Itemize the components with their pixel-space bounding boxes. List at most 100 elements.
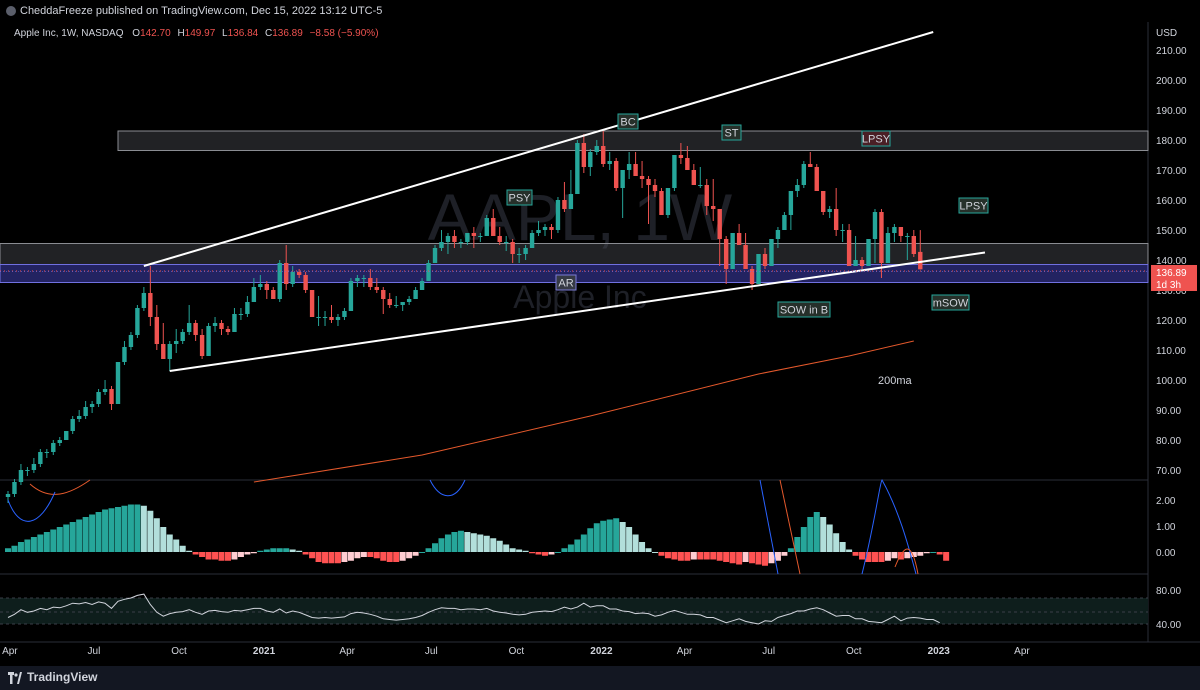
hist-bar-42 <box>276 548 283 552</box>
candle-body-44 <box>290 272 295 284</box>
legend-change: −8.58 (−5.90%) <box>310 28 379 39</box>
annotation-st-label: ST <box>724 128 738 140</box>
candle-body-130 <box>846 230 852 266</box>
hist-bar-10 <box>69 522 76 552</box>
candle-body-112 <box>730 233 735 269</box>
hist-bar-19 <box>127 504 134 552</box>
hist-bar-131 <box>852 552 859 556</box>
rsi-line <box>7 593 940 625</box>
annotation-sow-in-b[interactable]: SOW in B <box>777 301 831 318</box>
candle-body-28 <box>186 323 192 332</box>
candle-body-49 <box>322 317 328 318</box>
hist-bar-95 <box>619 522 626 552</box>
candle-body-83 <box>542 227 548 230</box>
hist-bar-129 <box>839 542 846 552</box>
hist-bar-72 <box>470 533 477 552</box>
hist-bar-51 <box>334 552 341 564</box>
hist-bar-130 <box>846 549 853 552</box>
candle-body-23 <box>154 317 160 344</box>
trendline-layer[interactable] <box>143 31 986 372</box>
candle-body-90 <box>588 152 593 167</box>
hist-bar-78 <box>509 548 516 552</box>
hist-bar-68 <box>444 534 451 552</box>
candle-body-114 <box>743 245 748 269</box>
candle-body-72 <box>471 233 477 236</box>
hist-bar-13 <box>89 514 96 552</box>
price-tick-14: 70.00 <box>1156 466 1181 477</box>
candle-body-61 <box>400 302 405 305</box>
price-axis[interactable]: 210.00 200.00 190.00 180.00 170.00 160.00 150.… <box>1156 46 1187 477</box>
candle-body-11 <box>76 416 82 419</box>
tradingview-logo-icon[interactable] <box>8 672 22 684</box>
candle-body-40 <box>264 284 269 290</box>
hist-bar-46 <box>302 552 309 555</box>
price-chart[interactable]: AAPL, 1W Apple Inc BC ST LPSY PSY LPSY <box>0 22 1200 666</box>
price-tick-12: 90.00 <box>1156 406 1181 417</box>
annotation-bc[interactable]: BC <box>617 113 639 130</box>
hist-bar-54 <box>354 552 361 559</box>
candle-body-10 <box>70 419 75 431</box>
time-axis[interactable]: Apr Jul Oct 2021 Apr Jul Oct 2022 Apr Jul Oct 2023 A… <box>2 646 1030 657</box>
annotation-st[interactable]: ST <box>721 124 742 141</box>
candle-body-128 <box>833 209 839 230</box>
candle-body-73 <box>478 236 483 237</box>
candle-body-100 <box>652 185 658 191</box>
annotation-lpsy-top-label: LPSY <box>862 134 891 146</box>
candle-body-18 <box>122 347 127 362</box>
hist-bar-24 <box>160 527 167 552</box>
hist-bar-123 <box>800 527 807 552</box>
candle-body-78 <box>510 242 515 254</box>
oscillator-2-axis[interactable]: 80.00 40.00 <box>1156 586 1181 631</box>
candle-body-76 <box>497 236 502 242</box>
price-tick-9: 120.00 <box>1156 316 1187 327</box>
hist-bar-102 <box>664 552 671 559</box>
hist-bar-93 <box>606 519 613 552</box>
hist-bar-11 <box>76 519 83 552</box>
candle-body-46 <box>303 275 308 290</box>
hist-bar-61 <box>399 552 406 561</box>
oscillator-1-axis[interactable]: 2.00 1.00 0.00 <box>1156 496 1176 559</box>
hist-bar-127 <box>826 524 833 552</box>
hist-bar-121 <box>787 548 794 552</box>
hist-bar-29 <box>192 552 199 555</box>
candle-body-95 <box>620 170 625 188</box>
candle-body-53 <box>348 281 354 311</box>
candle-body-26 <box>174 341 179 344</box>
candle-body-9 <box>64 431 69 440</box>
candle-body-91 <box>594 146 599 152</box>
hist-bar-138 <box>897 552 904 560</box>
candle-body-103 <box>672 155 677 188</box>
annotation-lpsy-top[interactable]: LPSY <box>861 130 891 147</box>
candle-body-101 <box>659 191 664 215</box>
hist-bar-39 <box>257 550 264 552</box>
hist-bar-26 <box>173 539 180 552</box>
annotation-ar[interactable]: AR <box>555 274 577 291</box>
hist-bar-74 <box>483 535 490 552</box>
annotation-msow[interactable]: mSOW <box>931 294 970 311</box>
candle-body-14 <box>96 392 101 404</box>
legend-symbol: Apple Inc, 1W, NASDAQ <box>14 28 124 39</box>
candle-body-54 <box>355 278 360 281</box>
time-label-12: Apr <box>1014 646 1030 657</box>
legend[interactable]: Apple Inc, 1W, NASDAQ O142.70 H149.97 L1… <box>14 28 379 39</box>
signal-line-1 <box>29 479 91 495</box>
annotation-psy[interactable]: PSY <box>506 189 533 206</box>
hist-bar-2 <box>17 542 24 552</box>
signal-line-2 <box>779 479 801 575</box>
candle-body-48 <box>316 317 321 318</box>
candle-body-58 <box>381 290 386 299</box>
hist-bar-0 <box>5 548 11 552</box>
candle-body-141 <box>918 251 923 270</box>
svg-text:Apple Inc, 1W, NASDAQ O1: Apple Inc, 1W, NASDAQ O142.70 H149.97 L1… <box>14 28 379 39</box>
signal-line-3 <box>894 548 919 575</box>
hist-bar-108 <box>703 552 710 560</box>
legend-close: 136.89 <box>272 28 303 39</box>
time-label-8: Apr <box>677 646 693 657</box>
annotation-ar-label: AR <box>558 278 573 290</box>
annotation-lpsy-right[interactable]: LPSY <box>958 197 989 214</box>
hist-bar-117 <box>761 552 768 566</box>
annotation-bc-label: BC <box>620 117 635 129</box>
candle-body-59 <box>387 299 392 305</box>
candle-body-119 <box>775 230 781 239</box>
hist-bar-37 <box>244 552 251 555</box>
